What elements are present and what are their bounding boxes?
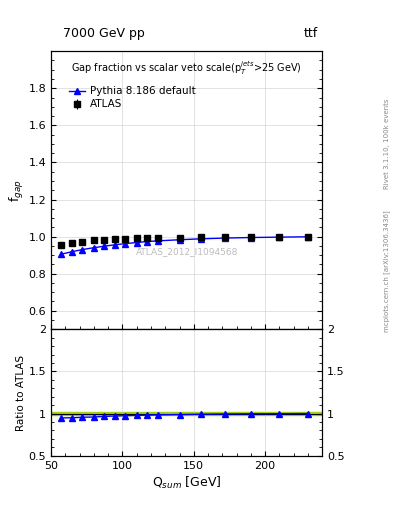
Text: ttf: ttf (304, 27, 318, 40)
X-axis label: Q$_{sum}$ [GeV]: Q$_{sum}$ [GeV] (152, 475, 221, 491)
Pythia 8.186 default (156, 238, 160, 244)
Pythia 8.186 default (134, 240, 139, 246)
Pythia 8.186 default (177, 237, 182, 243)
Pythia 8.186 default (101, 243, 106, 249)
Y-axis label: Ratio to ATLAS: Ratio to ATLAS (16, 354, 26, 431)
Pythia 8.186 default (198, 236, 203, 242)
Pythia 8.186 default (248, 234, 253, 241)
Pythia 8.186 default (70, 248, 75, 254)
Bar (51, 412, 322, 415)
Pythia 8.186 default (59, 251, 63, 257)
Text: mcplots.cern.ch [arXiv:1306.3436]: mcplots.cern.ch [arXiv:1306.3436] (384, 210, 391, 332)
Pythia 8.186 default (306, 233, 310, 240)
Pythia 8.186 default (123, 241, 128, 247)
Y-axis label: f$_{gap}$: f$_{gap}$ (8, 179, 26, 202)
Text: ATLAS_2012_I1094568: ATLAS_2012_I1094568 (136, 247, 238, 256)
Pythia 8.186 default (144, 239, 149, 245)
Pythia 8.186 default (92, 245, 96, 251)
Pythia 8.186 default (223, 235, 228, 241)
Pythia 8.186 default (277, 234, 282, 240)
Text: 7000 GeV pp: 7000 GeV pp (63, 27, 145, 40)
Pythia 8.186 default (80, 246, 85, 252)
Text: Gap fraction vs scalar veto scale(p$_T^{jets}$>25 GeV): Gap fraction vs scalar veto scale(p$_T^{… (71, 59, 302, 77)
Text: Rivet 3.1.10, 100k events: Rivet 3.1.10, 100k events (384, 98, 390, 188)
Legend: Pythia 8.186 default, ATLAS: Pythia 8.186 default, ATLAS (67, 84, 198, 112)
Line: Pythia 8.186 default: Pythia 8.186 default (58, 234, 311, 257)
Pythia 8.186 default (113, 242, 118, 248)
